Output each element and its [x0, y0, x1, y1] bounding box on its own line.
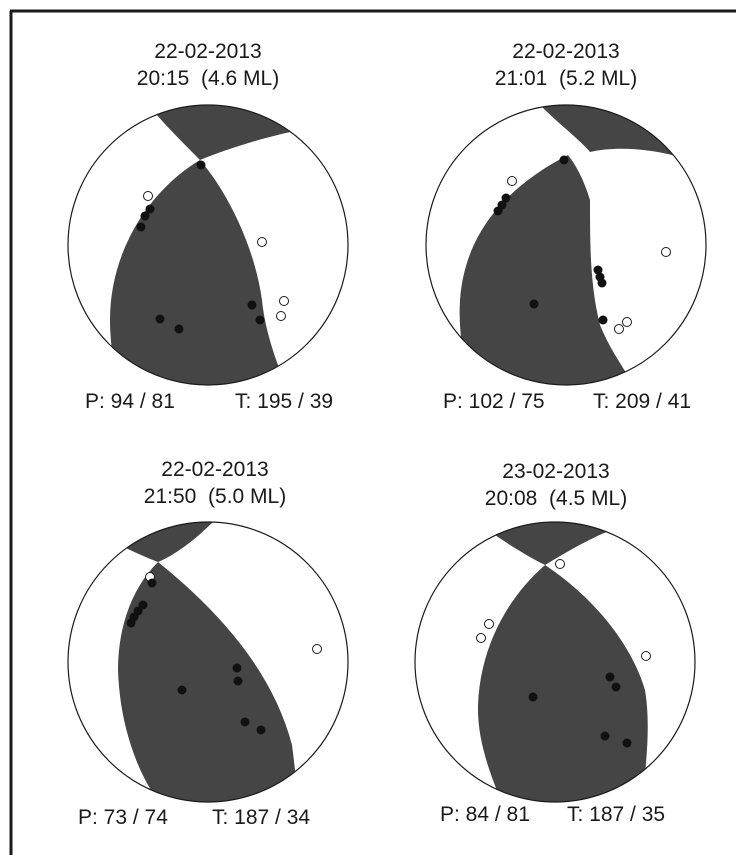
- event-3-date: 22-02-2013: [161, 458, 269, 481]
- beachball-2: [425, 104, 707, 386]
- focal-sphere-outline-3: [67, 521, 349, 803]
- event-3-time-magnitude: 21:50 (5.0 ML): [143, 485, 287, 508]
- event-2-time-magnitude: 21:01 (5.2 ML): [494, 67, 638, 90]
- event-3-p-axis: P: 73 / 74: [78, 806, 168, 829]
- compression-lower-4: [477, 565, 648, 802]
- event-2-p-axis: P: 102 / 75: [443, 390, 545, 413]
- polarities-4: [476, 559, 651, 748]
- compression-lower-3: [118, 562, 300, 802]
- event-1-date: 22-02-2013: [154, 40, 262, 63]
- focal-sphere-outline-2: [425, 104, 707, 386]
- compression-lower-2: [459, 155, 640, 385]
- beachball-4: [414, 521, 696, 803]
- event-4-date: 23-02-2013: [502, 460, 610, 483]
- event-2-date: 22-02-2013: [512, 40, 620, 63]
- event-3-t-axis: T: 187 / 34: [212, 806, 311, 829]
- event-4-time-magnitude: 20:08 (4.5 ML): [484, 487, 628, 510]
- event-2-t-axis: T: 209 / 41: [593, 390, 692, 413]
- beachball-1: [67, 104, 349, 386]
- polarities-2: [493, 155, 671, 334]
- event-4-t-axis: T: 187 / 35: [567, 803, 666, 826]
- event-1-t-axis: T: 195 / 39: [235, 390, 334, 413]
- polarities-3: [126, 572, 322, 735]
- event-1-p-axis: P: 94 / 81: [85, 390, 175, 413]
- polarities-1: [136, 160, 289, 334]
- compression-lower-1: [110, 160, 290, 385]
- event-4-p-axis: P: 84 / 81: [440, 803, 530, 826]
- focal-sphere-outline-1: [67, 104, 349, 386]
- focal-sphere-outline-4: [414, 521, 696, 803]
- event-1-time-magnitude: 20:15 (4.6 ML): [136, 67, 280, 90]
- beachball-3: [67, 521, 349, 803]
